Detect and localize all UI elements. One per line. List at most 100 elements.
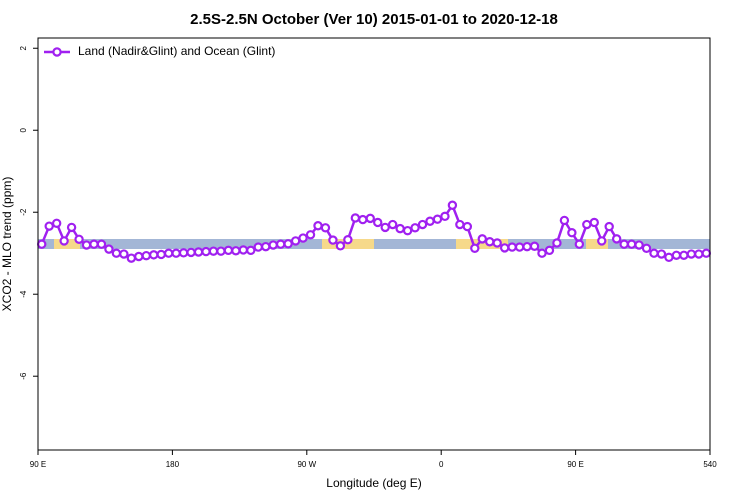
point	[477, 234, 487, 244]
point	[320, 223, 331, 233]
point	[417, 219, 428, 230]
point	[268, 240, 278, 250]
point	[499, 243, 510, 253]
point	[253, 242, 263, 252]
point	[589, 217, 599, 228]
y-tick-label: -2	[19, 208, 28, 216]
point	[432, 214, 443, 224]
point	[440, 211, 450, 222]
point	[104, 244, 114, 254]
point	[604, 221, 614, 232]
point	[246, 245, 256, 256]
surface-band	[38, 239, 710, 249]
x-tick-label: 90 E	[567, 460, 583, 469]
point	[462, 221, 473, 232]
point	[410, 223, 420, 233]
point	[694, 249, 704, 259]
point	[275, 239, 286, 249]
point	[51, 218, 62, 228]
series-line	[40, 202, 707, 260]
point	[679, 250, 689, 260]
point	[171, 248, 181, 258]
legend-marker	[52, 47, 62, 57]
point	[485, 237, 495, 247]
point	[664, 252, 674, 263]
point	[582, 219, 592, 230]
point	[290, 236, 301, 246]
point	[335, 241, 346, 251]
point	[365, 213, 375, 224]
point	[358, 214, 368, 225]
y-tick-label: -4	[19, 290, 28, 298]
point	[395, 223, 405, 234]
point	[492, 238, 502, 248]
point	[649, 248, 659, 258]
point	[634, 240, 644, 250]
point	[261, 241, 271, 252]
point	[313, 221, 323, 231]
point	[134, 251, 144, 262]
point	[81, 240, 92, 250]
point	[514, 242, 525, 252]
plot-frame	[37, 37, 711, 451]
point	[126, 253, 137, 263]
x-tick-label: 90 E	[30, 460, 46, 469]
point	[298, 233, 308, 243]
x-tick-label: 180	[166, 460, 180, 469]
point	[619, 239, 629, 249]
point	[671, 250, 682, 260]
point	[350, 213, 361, 223]
x-tick-label: 90 W	[297, 460, 316, 469]
point	[574, 239, 585, 249]
point	[141, 250, 151, 261]
x-axis-label: Longitude (deg E)	[326, 476, 421, 490]
point	[447, 200, 458, 210]
point	[656, 249, 667, 259]
point	[66, 222, 77, 233]
point	[208, 246, 219, 256]
point	[529, 241, 540, 251]
point	[380, 222, 390, 233]
point	[111, 248, 122, 258]
y-tick-label: -6	[19, 372, 28, 380]
point	[470, 243, 480, 254]
point	[507, 242, 517, 252]
point	[402, 225, 413, 236]
point	[544, 245, 555, 256]
point	[597, 236, 607, 246]
point	[455, 219, 465, 230]
point	[216, 246, 226, 256]
point	[156, 249, 166, 260]
point	[96, 239, 107, 249]
point	[238, 245, 249, 255]
point	[305, 230, 316, 240]
point	[641, 243, 652, 254]
point	[522, 241, 532, 252]
x-tick-label: 0	[439, 460, 444, 469]
point	[425, 216, 435, 226]
point	[373, 217, 383, 228]
point	[201, 246, 211, 257]
point	[59, 236, 69, 246]
y-tick-label: 0	[19, 127, 28, 132]
point	[231, 246, 241, 256]
point	[178, 248, 189, 258]
point	[686, 249, 697, 259]
x-tick-label: 540	[703, 460, 717, 469]
point	[186, 247, 196, 258]
point	[559, 215, 570, 226]
point	[119, 249, 129, 259]
point	[537, 248, 547, 258]
point	[343, 234, 353, 245]
point	[223, 245, 234, 256]
y-axis-label: XCO2 - MLO trend (ppm)	[0, 177, 14, 312]
y-tick-label: 2	[19, 45, 28, 50]
legend-label: Land (Nadir&Glint) and Ocean (Glint)	[78, 44, 275, 58]
point	[626, 239, 637, 249]
chart-title: 2.5S-2.5N October (Ver 10) 2015-01-01 to…	[190, 11, 558, 28]
point	[701, 248, 711, 258]
point	[37, 239, 47, 249]
point	[552, 238, 562, 248]
point	[74, 234, 84, 244]
